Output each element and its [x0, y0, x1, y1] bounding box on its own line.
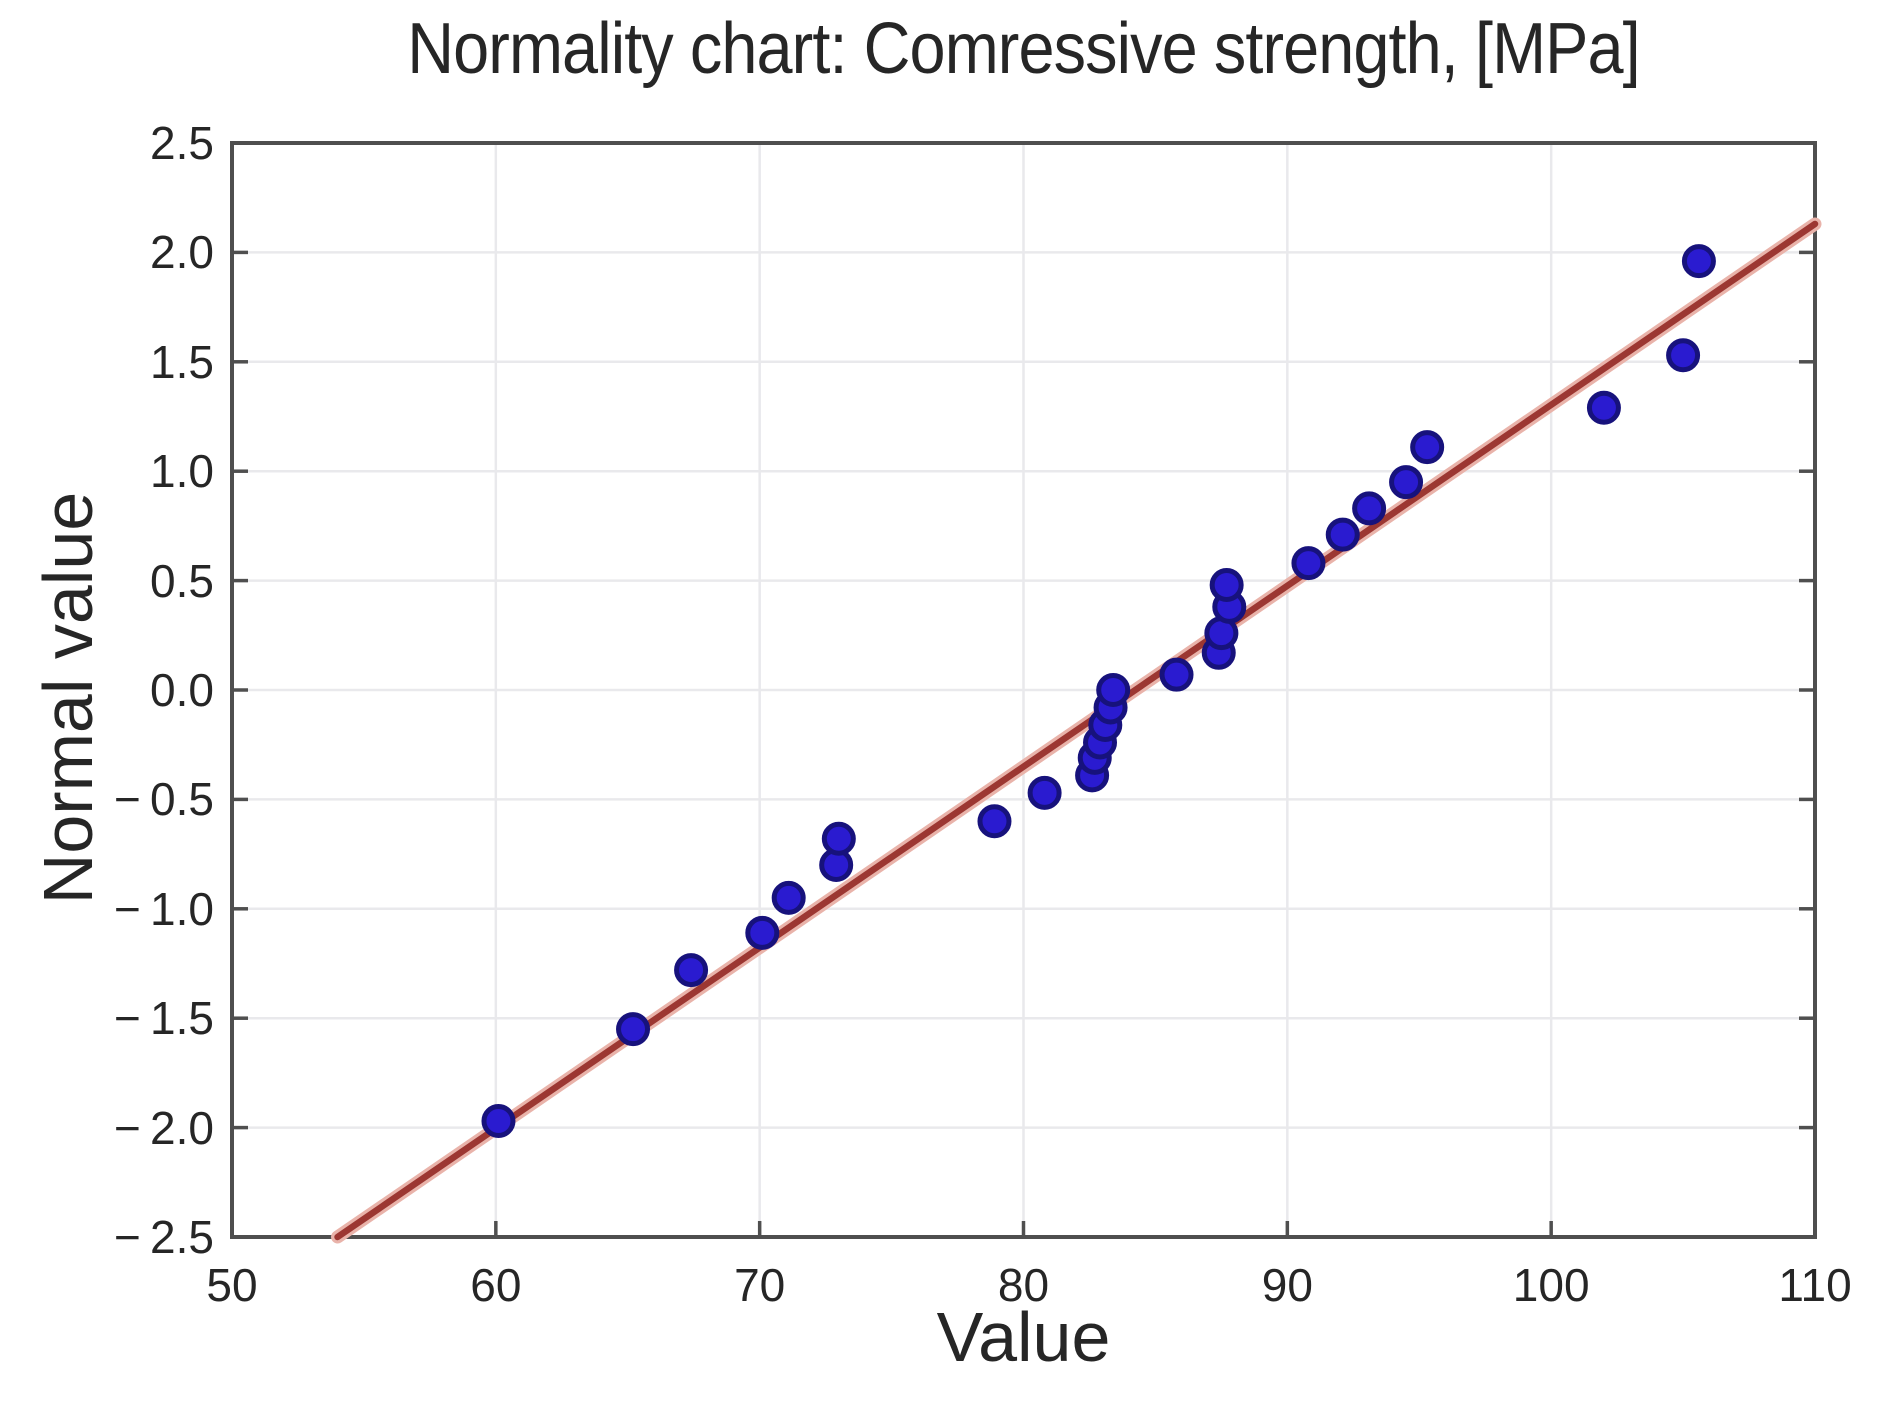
fit-line: [334, 220, 1819, 1241]
data-point: [1352, 491, 1387, 526]
data-point: [616, 1012, 651, 1047]
data-point: [771, 880, 806, 915]
data-point: [1291, 546, 1326, 581]
x-axis-title: Value: [936, 1298, 1111, 1376]
data-point: [1159, 657, 1194, 692]
x-tick-label-100: 100: [1512, 1259, 1590, 1311]
data-point: [1325, 517, 1360, 552]
x-tick-label-50: 50: [206, 1259, 258, 1311]
data-point: [977, 804, 1012, 839]
y-tick-label-10: − 2.5: [113, 1211, 214, 1263]
x-tick-label-60: 60: [470, 1259, 522, 1311]
data-point: [1096, 673, 1131, 707]
y-tick-label-8: − 1.5: [113, 992, 214, 1045]
x-tick-label-90: 90: [1261, 1259, 1313, 1311]
data-point: [1586, 390, 1621, 425]
data-point: [1681, 244, 1716, 279]
data-point: [745, 915, 780, 950]
x-tick-label-110: 110: [1778, 1259, 1852, 1311]
data-point: [674, 953, 709, 988]
data-point: [1209, 567, 1244, 602]
y-tick-label-4: 0.5: [150, 554, 214, 607]
data-point: [1666, 338, 1701, 373]
data-point: [481, 1104, 516, 1139]
y-tick-label-9: − 2.0: [113, 1101, 214, 1154]
y-tick-label-1: 2.0: [150, 226, 214, 279]
y-tick-label-0: 2.5: [150, 117, 214, 169]
data-point: [1027, 775, 1062, 810]
y-tick-label-7: − 1.0: [113, 882, 214, 935]
chart-title: Normality chart: Comressive strength, [M…: [407, 9, 1640, 89]
x-tick-label-80: 80: [997, 1259, 1050, 1311]
data-point: [1410, 430, 1445, 465]
y-tick-label-5: 0.0: [150, 664, 214, 716]
data-point: [821, 821, 856, 856]
x-tick-label-70: 70: [734, 1259, 786, 1311]
y-tick-label-2: 1.5: [150, 335, 214, 388]
y-tick-label-6: − 0.5: [113, 773, 214, 826]
data-point: [1389, 465, 1424, 500]
y-tick-label-3: 1.0: [150, 445, 214, 498]
